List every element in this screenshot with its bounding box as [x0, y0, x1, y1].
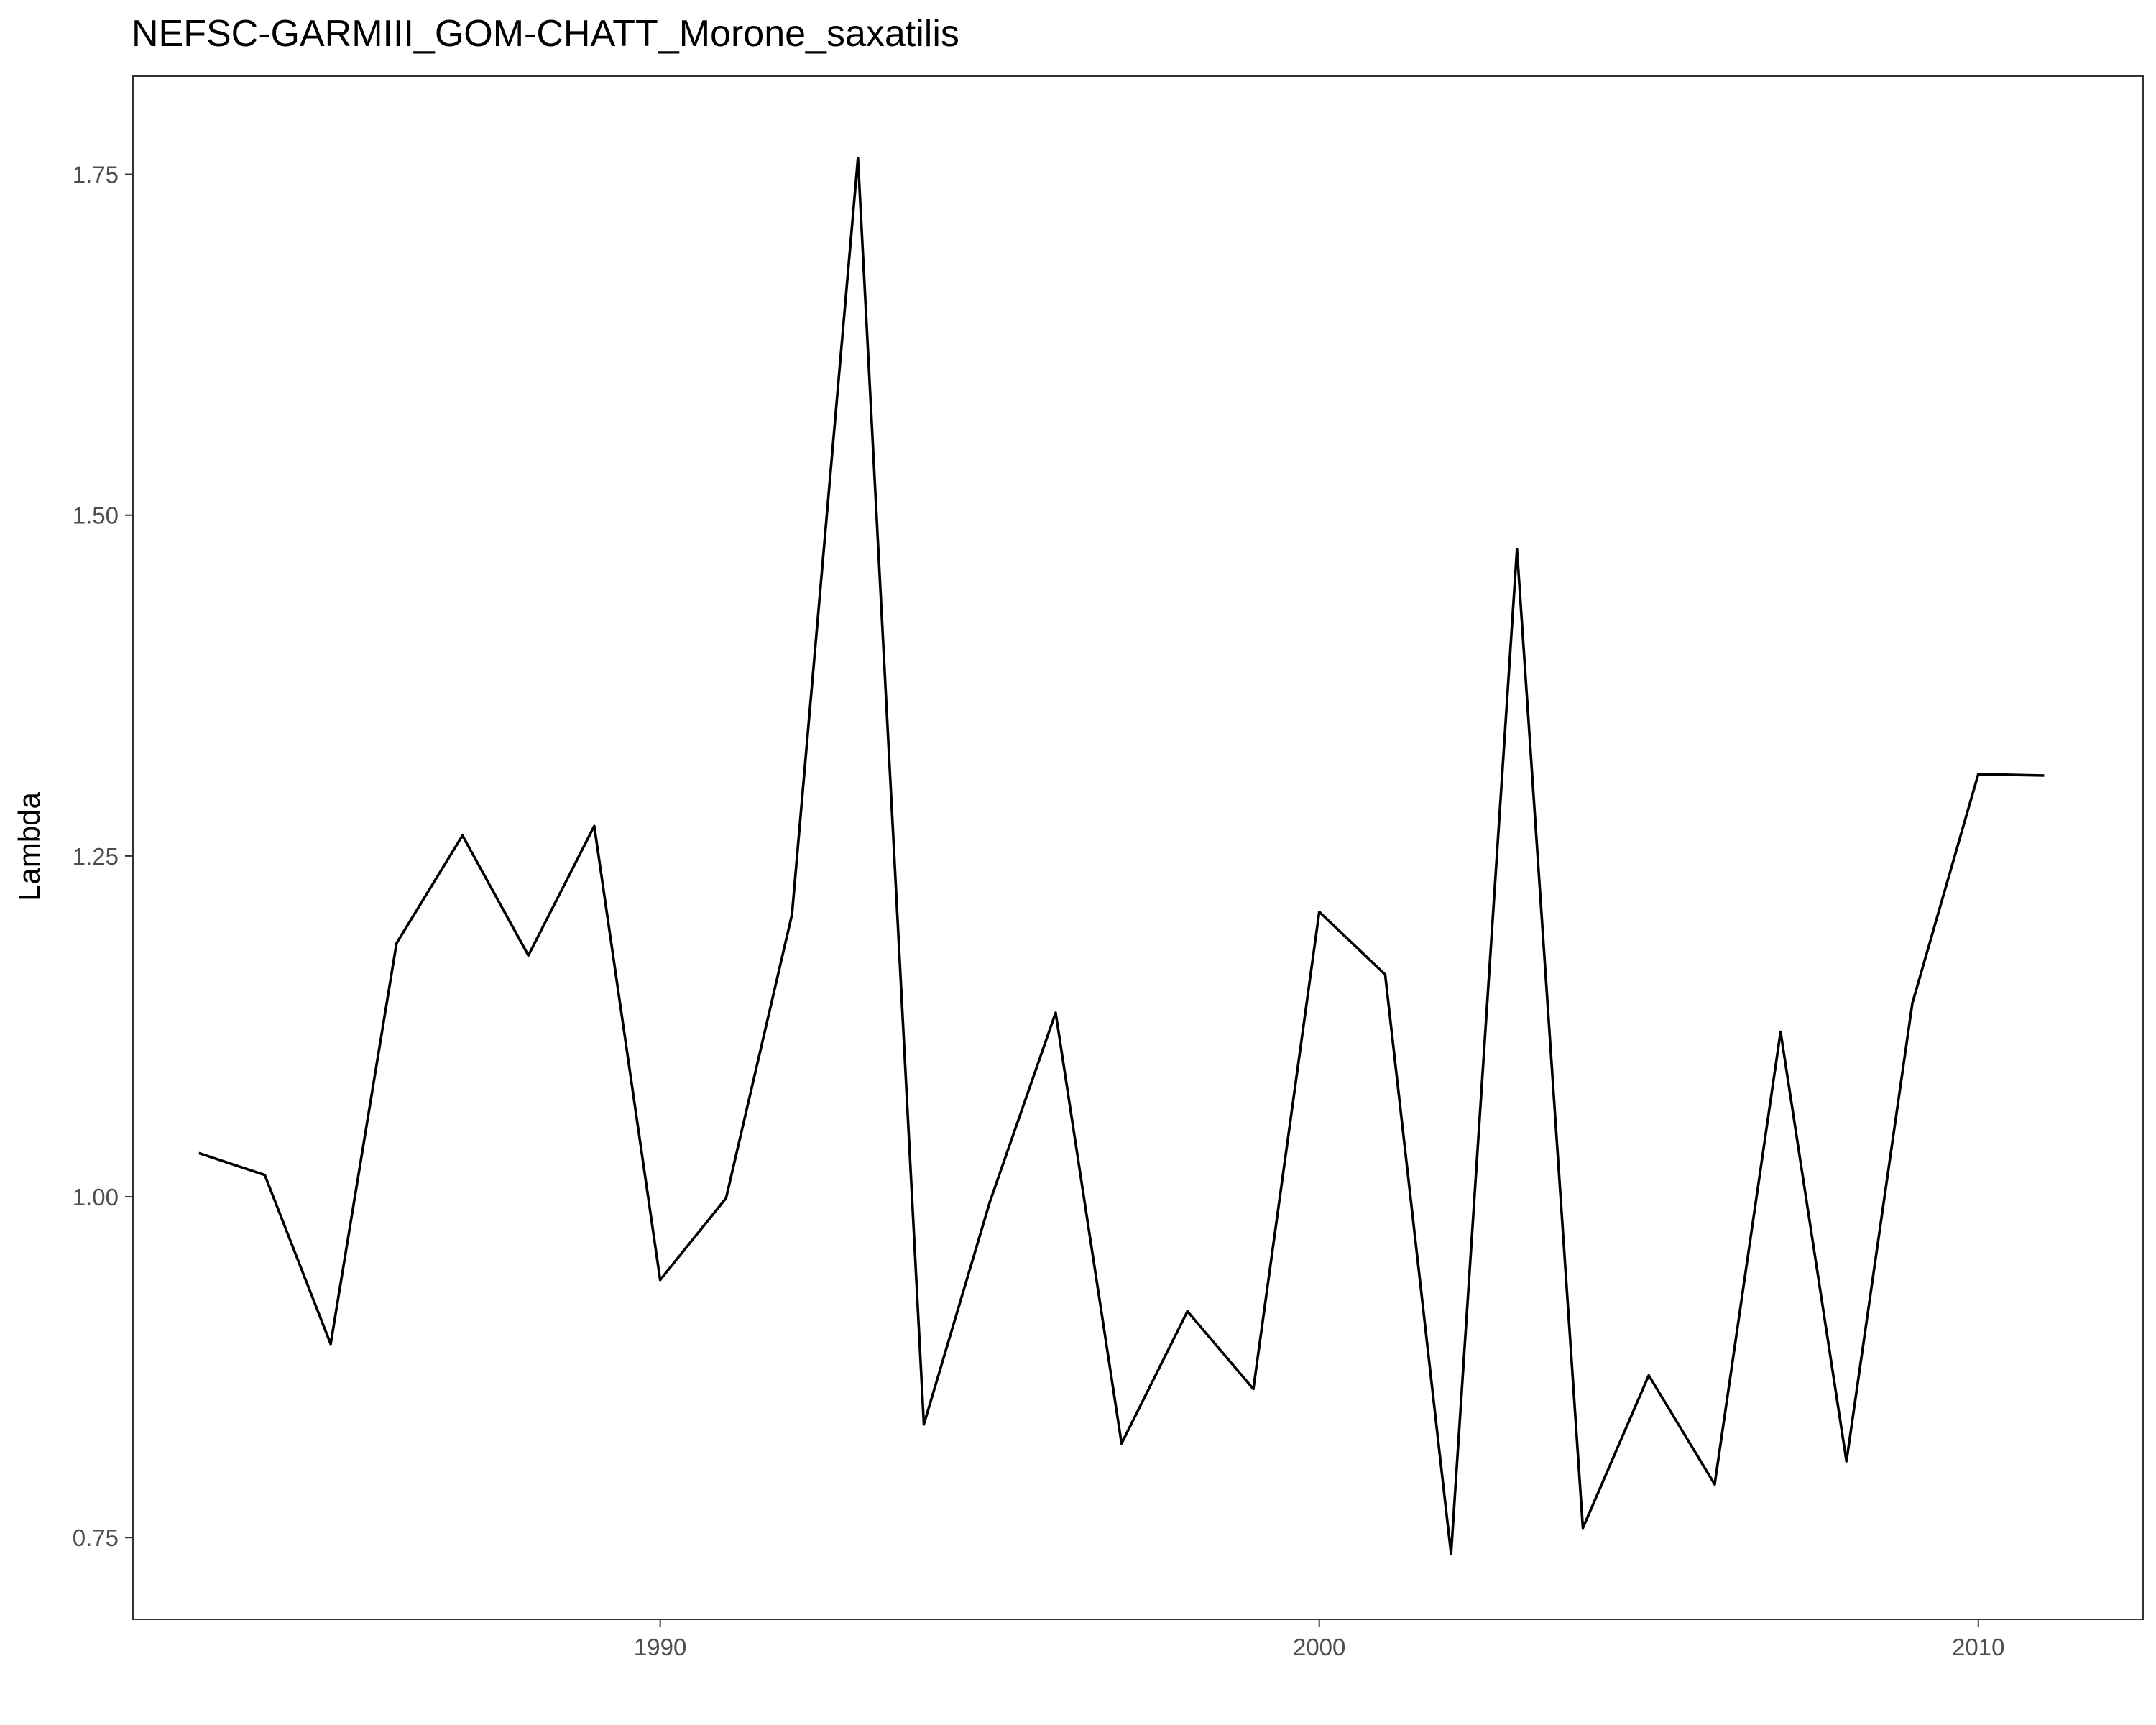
x-tick-label: 2000: [1293, 1634, 1345, 1660]
y-tick-label: 1.75: [73, 162, 119, 188]
x-tick-label: 2010: [1952, 1634, 2004, 1660]
series-layer: [198, 157, 2045, 1555]
y-axis-label: Lambda: [12, 791, 46, 901]
chart-title: NEFSC-GARMIII_GOM-CHATT_Morone_saxatilis: [132, 13, 959, 55]
x-tick-label: 1990: [634, 1634, 686, 1660]
x-axis: 1990 2000 2010: [634, 1619, 2004, 1660]
y-tick-label: 1.25: [73, 843, 119, 870]
plot-panel: [132, 75, 2144, 1620]
y-tick-label: 1.50: [73, 502, 119, 529]
series-line: [198, 157, 2045, 1555]
y-tick-label: 1.00: [73, 1184, 119, 1210]
y-tick-label: 0.75: [73, 1524, 119, 1551]
y-axis: 0.75 1.00 1.25 1.50 1.75: [73, 162, 133, 1551]
